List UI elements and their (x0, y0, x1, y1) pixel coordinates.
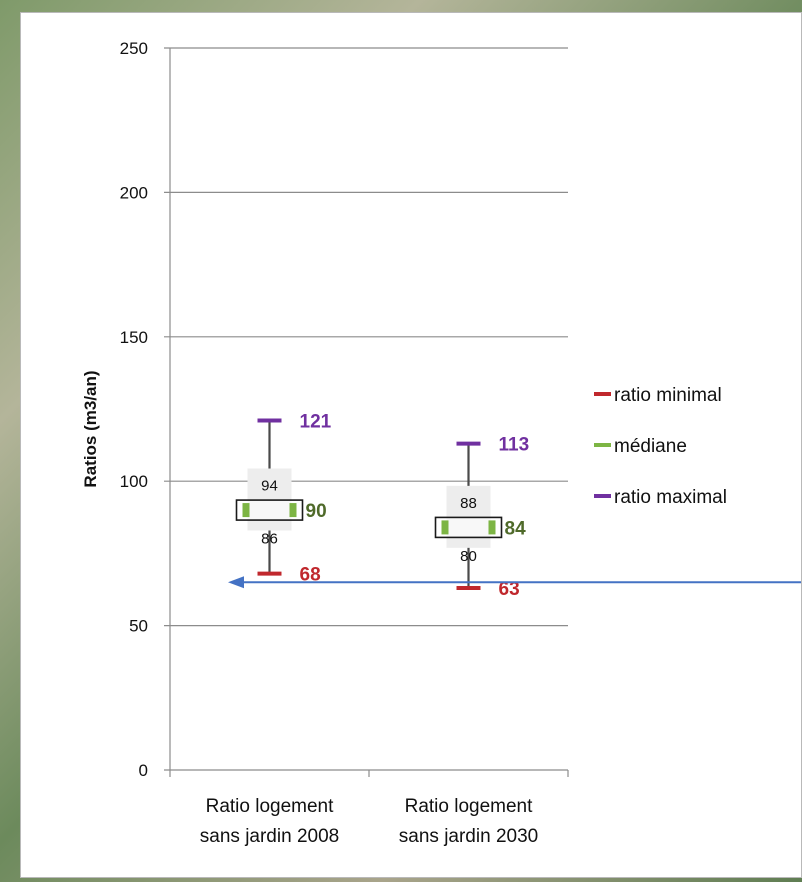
max-value-label: 113 (499, 435, 530, 456)
median-marker-right (289, 503, 297, 518)
median-marker-right (488, 520, 496, 535)
q3-label: 88 (460, 495, 477, 512)
q3-label: 94 (261, 478, 278, 495)
y-tick-label: 50 (129, 617, 148, 636)
x-category-label: Ratio logement (405, 796, 534, 817)
x-category-label: Ratio logement (206, 796, 335, 817)
box-2: 88 80 113 63 84 (434, 435, 530, 600)
y-tick-label: 100 (120, 472, 148, 491)
annotation-arrow-head (228, 576, 244, 589)
min-value-label: 63 (499, 579, 520, 600)
median-marker-left (441, 520, 449, 535)
y-tick-label: 0 (139, 761, 148, 780)
boxes: 94 86 121 68 90 88 80 113 63 84 (235, 412, 530, 600)
x-category-label: sans jardin 2008 (200, 826, 339, 847)
legend: ratio minimal médiane ratio maximal (594, 385, 727, 508)
legend-label: ratio maximal (614, 487, 727, 508)
box-1: 94 86 121 68 90 (235, 412, 332, 586)
y-tick-label: 250 (120, 39, 148, 58)
x-category-label: sans jardin 2030 (399, 826, 538, 847)
min-value-label: 68 (300, 565, 321, 586)
axes: 0 50 100 150 200 250 Ratios (m3/an) Ratio logem… (81, 39, 569, 847)
chart-panel (20, 12, 802, 878)
median-marker-left (242, 503, 250, 518)
y-axis-label: Ratios (m3/an) (81, 370, 100, 487)
legend-label: ratio minimal (614, 385, 722, 406)
y-tick-label: 150 (120, 328, 148, 347)
annotation (228, 576, 801, 589)
median-bracket (434, 516, 503, 539)
q1-label: 80 (460, 548, 477, 565)
y-tick-label: 200 (120, 183, 148, 202)
q1-label: 86 (261, 531, 278, 548)
median-value-label: 90 (306, 501, 327, 522)
max-value-label: 121 (300, 412, 332, 433)
median-bracket (235, 499, 304, 521)
median-value-label: 84 (505, 518, 527, 539)
legend-label: médiane (614, 436, 687, 457)
gridlines (164, 47, 568, 627)
